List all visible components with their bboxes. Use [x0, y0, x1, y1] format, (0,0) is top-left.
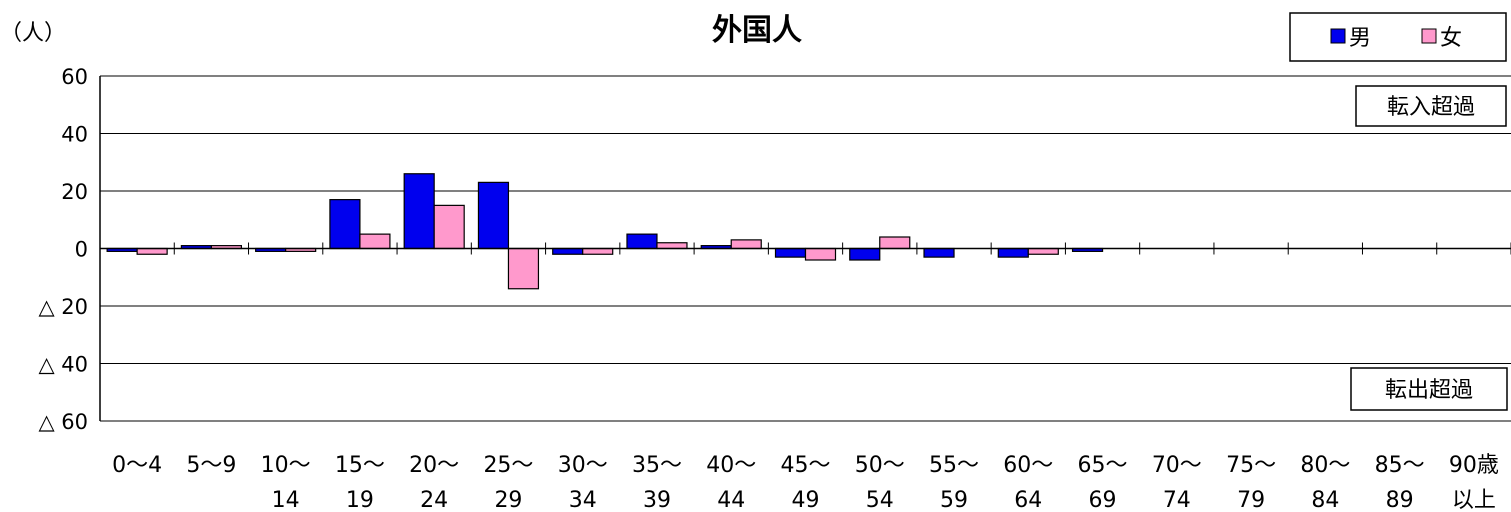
x-tick-label-3: 15～ — [335, 453, 385, 478]
x-tick-label-15: 75～ — [1226, 453, 1276, 478]
x-tick-label-line2-14: 74 — [1163, 488, 1191, 512]
x-tick-label-7: 35～ — [632, 453, 682, 478]
x-tick-label-2: 10～ — [261, 453, 311, 478]
outflow-annotation-text: 転出超過 — [1385, 378, 1473, 403]
outflow-annotation-box — [1350, 367, 1508, 411]
bar-female-9 — [804, 247, 837, 261]
x-tick-label-13: 65～ — [1078, 453, 1128, 478]
y-tick-labels: 60 40 20 0 △ 20 △ 40 △ 60 — [38, 65, 88, 434]
legend-label-male: 男 — [1349, 26, 1371, 51]
x-tick-label-line2-10: 54 — [866, 488, 894, 512]
x-tick-label-line2-12: 64 — [1014, 488, 1042, 512]
x-tick-label-0: 0～4 — [112, 453, 162, 478]
chart-title: 外国人 — [712, 13, 802, 48]
legend-box — [1289, 12, 1507, 62]
x-tick-label-line2-6: 34 — [569, 488, 597, 512]
bar-female-6 — [582, 247, 614, 255]
x-tick-label-9: 45～ — [781, 453, 831, 478]
inflow-annotation-text: 転入超過 — [1387, 95, 1475, 120]
x-tick-label-line2-13: 69 — [1089, 488, 1117, 512]
x-tick-label-17: 85～ — [1375, 453, 1425, 478]
legend-swatch-male — [1330, 28, 1346, 44]
x-tick-label-5: 25～ — [483, 453, 533, 478]
bar-male-12 — [997, 247, 1029, 258]
x-tick-label-line2-2: 14 — [272, 488, 300, 512]
bar-male-7 — [626, 233, 658, 250]
x-tick-label-line2-4: 24 — [420, 488, 448, 512]
x-tick-label-line2-16: 84 — [1311, 488, 1339, 512]
x-tick-label-14: 70～ — [1152, 453, 1202, 478]
x-tick-label-12: 60～ — [1003, 453, 1053, 478]
y-tick-label-5: △ 40 — [38, 353, 88, 377]
bar-female-10 — [879, 236, 911, 250]
inflow-annotation-box — [1355, 85, 1507, 127]
x-tick-labels: 0～4 5～9 10～ 14 15～ 19 20～ 24 25～ 29 30～ 34 35～ 39 40～ 4… — [112, 453, 1499, 512]
y-tick-label-2: 20 — [61, 180, 88, 204]
axes — [99, 76, 1511, 421]
x-tick-label-1: 5～9 — [186, 453, 236, 478]
legend: 男 女 — [1289, 12, 1507, 62]
y-tick-label-3: 0 — [75, 238, 88, 262]
bar-female-8 — [730, 239, 762, 250]
x-tick-label-line2-18: 以上 — [1452, 488, 1496, 512]
bar-female-0 — [136, 247, 168, 255]
bar-male-10 — [849, 247, 881, 261]
x-tick-label-6: 30～ — [558, 453, 608, 478]
x-tick-label-line2-9: 49 — [792, 488, 820, 512]
x-tick-label-line2-5: 29 — [494, 488, 522, 512]
y-tick-label-4: △ 20 — [38, 295, 88, 319]
y-tick-label-0: 60 — [61, 65, 88, 89]
inflow-annotation: 転入超過 — [1355, 85, 1507, 127]
x-tick-label-16: 80～ — [1300, 453, 1350, 478]
outflow-annotation: 転出超過 — [1350, 367, 1508, 411]
y-axis-unit-label: （人） — [0, 21, 66, 46]
x-tick-label-line2-8: 44 — [717, 488, 745, 512]
x-tick-label-line2-7: 39 — [643, 488, 671, 512]
bar-male-4 — [403, 173, 435, 250]
y-tick-label-1: 40 — [61, 123, 88, 147]
legend-swatch-female — [1421, 28, 1437, 44]
bar-male-5 — [477, 181, 510, 250]
x-tick-label-line2-3: 19 — [346, 488, 374, 512]
x-tick-label-line2-15: 79 — [1237, 488, 1265, 512]
x-tick-label-11: 55～ — [929, 453, 979, 478]
y-tick-label-6: △ 60 — [38, 410, 88, 434]
bar-male-6 — [552, 247, 584, 255]
x-tick-label-8: 40～ — [706, 453, 756, 478]
bars — [106, 173, 1104, 290]
x-tick-label-line2-11: 59 — [940, 488, 968, 512]
x-tick-label-line2-17: 89 — [1386, 488, 1414, 512]
bar-female-5 — [507, 247, 540, 290]
bar-female-4 — [433, 204, 465, 250]
x-tick-label-4: 20～ — [409, 453, 459, 478]
bar-male-9 — [774, 247, 807, 258]
bar-female-3 — [359, 233, 391, 250]
x-tick-label-10: 50～ — [855, 453, 905, 478]
legend-label-female: 女 — [1440, 26, 1462, 51]
bar-female-7 — [656, 242, 688, 250]
bar-male-3 — [329, 199, 361, 250]
bar-female-12 — [1027, 247, 1059, 255]
bar-male-11 — [923, 247, 955, 258]
x-tick-label-18: 90歳 — [1449, 453, 1499, 478]
